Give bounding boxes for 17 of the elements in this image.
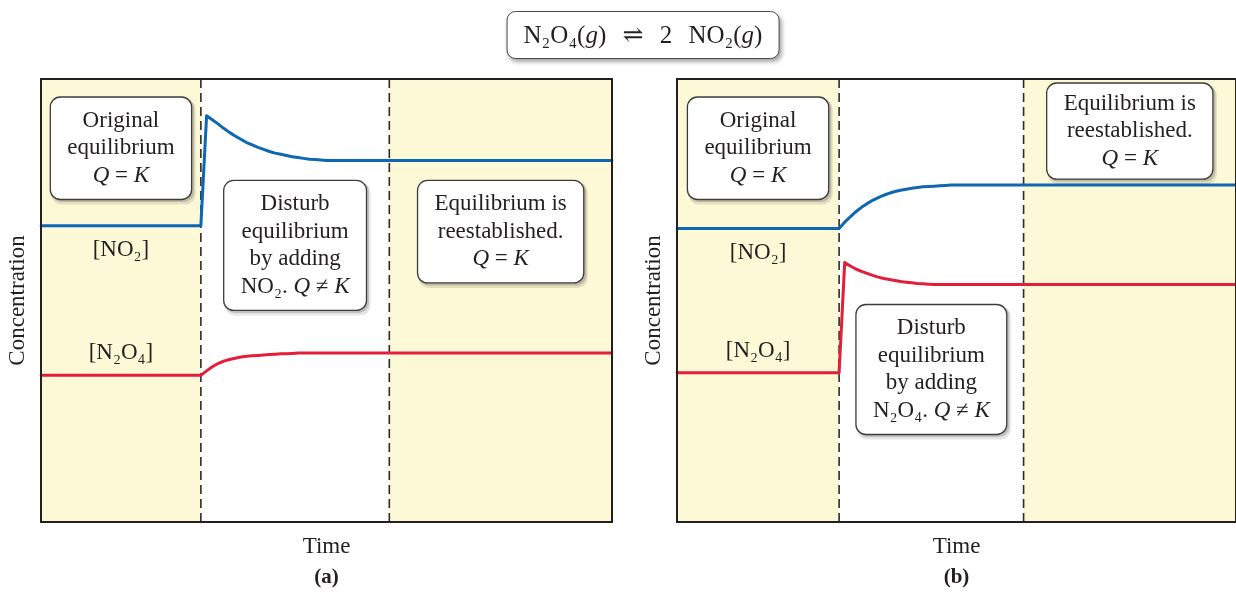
annotation: Equilibrium is reestablished. Q = K <box>434 190 567 271</box>
y-axis-title: Concentration <box>4 234 30 366</box>
series-label: [N₂O₄] <box>88 339 154 365</box>
y-axis-title: Concentration <box>640 234 666 366</box>
series-label: [NO₂] <box>92 235 150 261</box>
annotation: Disturb equilibrium by adding N₂O₄. Q ≠ K <box>872 314 992 422</box>
annotation: Original equilibrium Q = K <box>67 106 175 187</box>
text: (a) <box>314 564 339 589</box>
x-axis-title: Time <box>932 533 981 559</box>
chart-title: N₂O₄(g) ⇌ 2 NO₂(g) <box>523 21 763 48</box>
series-label: [N₂O₄] <box>725 336 791 362</box>
text: (b) <box>943 564 970 589</box>
text: Equilibrium is reestablished. Q = K <box>1063 89 1196 170</box>
annotation: Disturb equilibrium by adding NO₂. Q ≠ K <box>240 190 352 298</box>
annotation: Original equilibrium Q = K <box>704 106 812 187</box>
series-label: [NO₂] <box>729 238 787 264</box>
x-axis-title: Time <box>302 533 351 559</box>
